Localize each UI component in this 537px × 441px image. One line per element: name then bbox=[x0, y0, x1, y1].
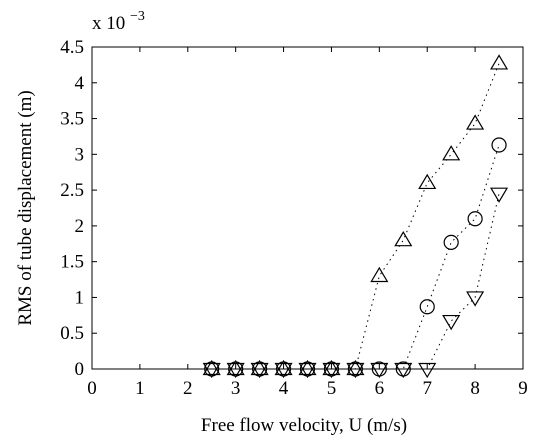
y-axis-label: RMS of tube displacement (m) bbox=[15, 90, 36, 325]
series-1-point bbox=[226, 359, 245, 376]
x-tick-label: 3 bbox=[231, 378, 241, 399]
series-3-point bbox=[226, 362, 245, 379]
y-tick-label: 0 bbox=[75, 359, 85, 380]
series-3-point bbox=[202, 362, 221, 379]
series-3-point bbox=[442, 314, 461, 331]
y-tick-label: 3.5 bbox=[60, 109, 84, 130]
series-3-point bbox=[466, 291, 485, 307]
series-1-point bbox=[466, 114, 485, 130]
y-tick-label: 1 bbox=[75, 287, 85, 308]
x-tick-label: 8 bbox=[470, 378, 480, 399]
series-2-point bbox=[467, 211, 483, 227]
series-1-point bbox=[250, 359, 269, 376]
series-3-point bbox=[274, 362, 293, 379]
y-tick-label: 0.5 bbox=[60, 323, 84, 344]
series-1-point bbox=[202, 359, 221, 376]
series-3-line bbox=[211, 193, 500, 370]
y-multiplier-base: x 10 bbox=[92, 13, 125, 34]
series-1-point bbox=[370, 266, 389, 283]
series-1-point bbox=[274, 359, 293, 376]
series-3-point bbox=[346, 362, 365, 379]
series-1-point bbox=[298, 359, 317, 376]
y-tick-label: 1.5 bbox=[60, 252, 84, 273]
series-1-point bbox=[442, 145, 461, 161]
y-tick-label: 2 bbox=[75, 216, 85, 237]
x-tick-label: 2 bbox=[183, 378, 193, 399]
series-1-point bbox=[346, 359, 365, 376]
series-1-point bbox=[490, 54, 509, 70]
plot-area-border bbox=[91, 46, 524, 370]
x-tick-label: 6 bbox=[375, 378, 385, 399]
tick-labels: 0 1 2 3 4 5 6 7 8 9 0 0.5 1 1.5 2 2.5 3 3.5 4 4.5 bbox=[60, 37, 528, 399]
y-tick-label: 4 bbox=[75, 73, 85, 94]
series-1-point bbox=[418, 173, 437, 190]
series-1-point bbox=[394, 231, 413, 247]
series-3-point bbox=[298, 362, 317, 379]
x-tick-label: 9 bbox=[518, 378, 528, 399]
x-tick-label: 7 bbox=[422, 378, 432, 399]
series-3-point bbox=[370, 362, 389, 379]
y-tick-label: 3 bbox=[75, 144, 85, 165]
y-tick-label: 4.5 bbox=[60, 37, 84, 58]
series-lines bbox=[211, 63, 500, 370]
x-tick-label: 5 bbox=[327, 378, 337, 399]
series-markers bbox=[202, 54, 509, 379]
y-multiplier-exponent: −3 bbox=[130, 9, 145, 24]
series-3-point bbox=[322, 362, 341, 379]
y-tick-label: 2.5 bbox=[60, 180, 84, 201]
series-2-point bbox=[419, 299, 435, 315]
series-3-point bbox=[250, 362, 269, 379]
y-axis-multiplier: x 10 −3 bbox=[92, 9, 145, 34]
plot-frame bbox=[91, 46, 524, 370]
x-axis-label: Free flow velocity, U (m/s) bbox=[201, 415, 407, 436]
x-tick-label: 4 bbox=[279, 378, 289, 399]
series-3-point bbox=[418, 362, 437, 379]
series-2-point bbox=[491, 137, 507, 153]
series-1-point bbox=[322, 359, 341, 376]
x-tick-label: 1 bbox=[135, 378, 145, 399]
x-tick-label: 0 bbox=[87, 378, 97, 399]
series-3-point bbox=[394, 362, 413, 379]
series-3-point bbox=[490, 187, 509, 203]
axis-ticks bbox=[91, 46, 524, 370]
series-2-point bbox=[443, 234, 459, 250]
